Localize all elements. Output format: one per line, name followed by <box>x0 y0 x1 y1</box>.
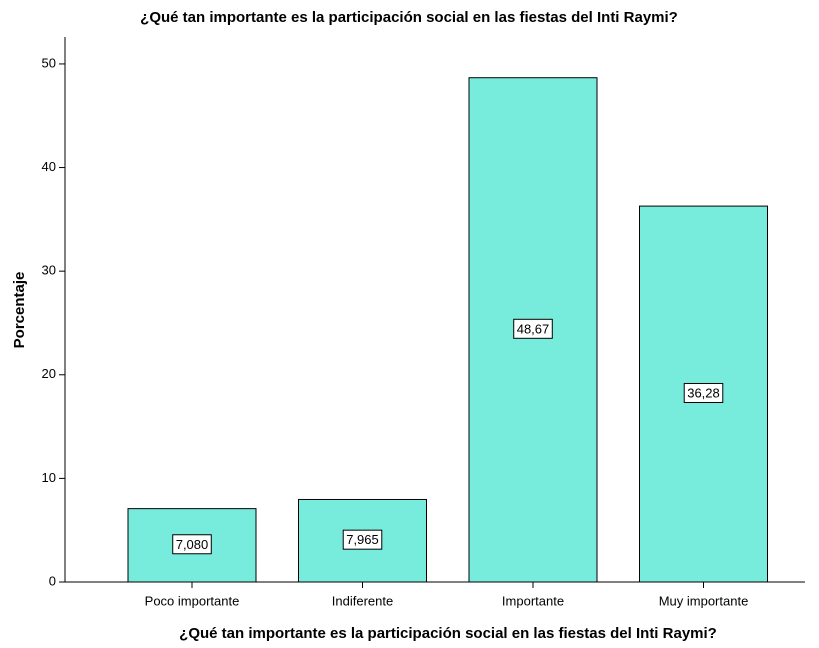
x-tick-label: Importante <box>502 593 564 608</box>
y-tick-label: 40 <box>42 159 56 174</box>
y-axis-label: Porcentaje <box>11 272 28 349</box>
chart-title: ¿Qué tan importante es la participación … <box>140 9 678 26</box>
y-tick-label: 10 <box>42 470 56 485</box>
value-label-box <box>513 318 553 339</box>
bar <box>127 508 257 583</box>
y-tick-label: 0 <box>49 573 56 588</box>
value-label: 7,965 <box>346 532 379 547</box>
value-label: 48,67 <box>517 321 550 336</box>
y-tick-label: 30 <box>42 263 56 278</box>
value-label-box <box>683 382 724 403</box>
y-tick-label: 50 <box>42 55 56 70</box>
x-axis-label: ¿Qué tan importante es la participación … <box>179 625 717 642</box>
x-tick-label: Muy importante <box>659 593 749 608</box>
y-tick-label: 20 <box>42 366 56 381</box>
value-label: 36,28 <box>687 385 720 400</box>
x-tick-label: Poco importante <box>145 593 240 608</box>
x-tick-label: Indiferente <box>332 593 393 608</box>
value-label: 7,080 <box>176 537 209 552</box>
value-label-box <box>342 529 383 550</box>
value-label-box <box>172 534 212 555</box>
